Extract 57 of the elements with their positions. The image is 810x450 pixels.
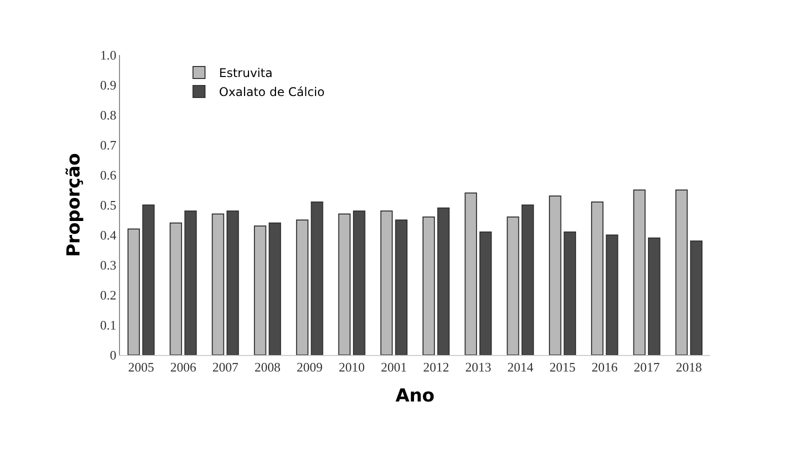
bar [564,232,576,355]
y-tick-label: 0.9 [100,78,116,93]
x-tick-label: 2010 [338,360,365,375]
bar [464,192,478,355]
bar [633,190,646,355]
y-tick-label: 0.1 [100,318,116,333]
bar [184,210,197,355]
legend-label: Oxalato de Cálcio [219,85,325,100]
y-tick-label: 0.7 [100,138,117,153]
bar [422,216,435,355]
bar [254,226,266,355]
bar [437,208,450,355]
x-tick-label: 2012 [423,360,450,375]
bar [506,216,520,355]
y-tick-label: 0 [110,348,116,363]
x-tick-label: 2014 [507,360,534,375]
y-tick-label: 1.0 [100,48,116,63]
x-tick-label: 2017 [634,360,660,375]
legend-label: Estruvita [219,66,273,80]
x-tick-label: 2018 [676,360,702,375]
bar [170,222,182,355]
x-tick-label: 2016 [592,360,618,375]
bar [522,204,534,355]
bar [338,214,351,355]
bar [591,202,604,355]
bar [548,196,562,355]
y-tick-label: 0.2 [100,288,116,303]
bar [296,220,308,355]
bar [226,210,239,355]
bar [690,240,702,355]
bar [395,220,408,355]
y-axis-title: Proporção [63,153,84,257]
y-tick-label: 0.4 [100,228,117,243]
bar [606,234,618,355]
x-tick-label: 2008 [254,360,280,375]
x-axis-title: Ano [395,386,435,407]
bar [142,204,155,355]
bar [352,210,366,355]
bar [675,190,688,355]
bar [212,214,224,355]
y-tick-label: 0.8 [100,108,116,123]
bar [128,228,140,355]
x-tick-label: 2013 [465,360,492,375]
bar [380,210,393,355]
x-tick-label: 2007 [212,360,239,375]
bar [479,232,492,355]
x-tick-label: 2006 [170,360,197,375]
x-tick-label: 2001 [380,360,407,375]
y-tick-label: 0.3 [100,258,116,273]
x-tick-label: 2015 [550,360,576,375]
y-tick-label: 0.5 [100,198,116,213]
x-tick-label: 2005 [128,360,154,375]
x-tick-label: 2009 [296,360,323,375]
bar [648,238,660,355]
y-tick-label: 0.6 [100,168,117,183]
bar [268,222,282,355]
bar [310,202,324,355]
